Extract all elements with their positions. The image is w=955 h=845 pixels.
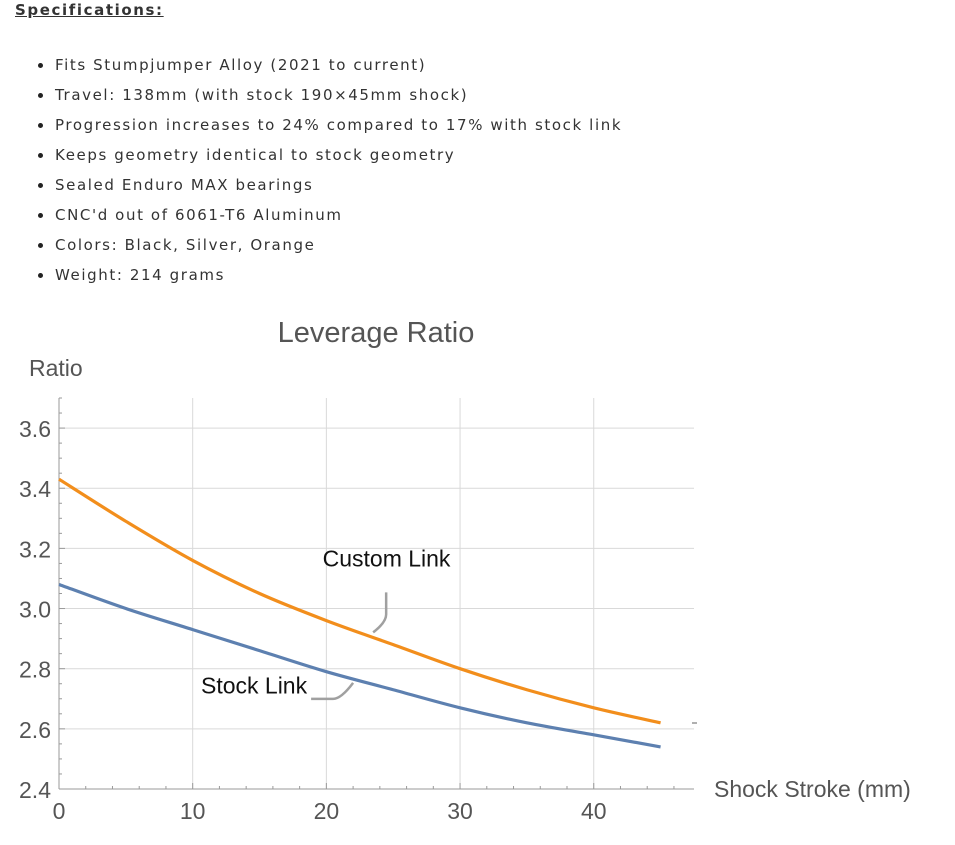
spec-item-label: Keeps geometry identical to stock geomet… bbox=[55, 146, 456, 164]
spec-item-label: CNC'd out of 6061-T6 Aluminum bbox=[55, 206, 343, 224]
chart-title: Leverage Ratio bbox=[278, 317, 475, 349]
callout-label-custom-link: Custom Link bbox=[323, 545, 451, 571]
bullet-icon bbox=[38, 243, 43, 248]
y-tick-label: 2.4 bbox=[19, 777, 51, 803]
series bbox=[58, 477, 661, 749]
y-axis-label: Ratio bbox=[29, 355, 83, 381]
y-tick-label: 2.6 bbox=[19, 717, 51, 743]
spec-item-geometry: Keeps geometry identical to stock geomet… bbox=[38, 144, 622, 174]
x-tick-label: 0 bbox=[53, 798, 66, 824]
spec-item-label: Colors: Black, Silver, Orange bbox=[55, 236, 316, 254]
bullet-icon bbox=[38, 123, 43, 128]
bullet-icon bbox=[38, 153, 43, 158]
spec-item-colors: Colors: Black, Silver, Orange bbox=[38, 234, 622, 264]
callout-leader-stock-link bbox=[311, 682, 355, 701]
chart-svg: Leverage Ratio Ratio Shock Stroke (mm) 2… bbox=[19, 317, 911, 824]
spec-item-fits: Fits Stumpjumper Alloy (2021 to current) bbox=[38, 54, 622, 84]
specifications-list: Fits Stumpjumper Alloy (2021 to current)… bbox=[38, 54, 622, 294]
specifications-heading: Specifications: bbox=[15, 1, 164, 19]
x-axis-label: Shock Stroke (mm) bbox=[714, 776, 911, 802]
x-tick-label: 30 bbox=[447, 798, 473, 824]
spec-item-label: Weight: 214 grams bbox=[55, 266, 225, 284]
spec-item-material: CNC'd out of 6061-T6 Aluminum bbox=[38, 204, 622, 234]
x-tick-label: 20 bbox=[314, 798, 340, 824]
x-tick-label: 40 bbox=[581, 798, 607, 824]
y-tick-label: 3.6 bbox=[19, 416, 51, 442]
annotations: Custom Link Stock Link bbox=[201, 545, 451, 701]
callout-label-stock-link: Stock Link bbox=[201, 673, 308, 699]
callout-leader-custom-link bbox=[372, 592, 388, 634]
bullet-icon bbox=[38, 183, 43, 188]
axes: 2.4 2.6 2.8 3.0 3.2 3.4 3.6 0 10 20 30 40 bbox=[19, 397, 697, 824]
series-line-stock-link bbox=[58, 582, 661, 749]
spec-item-label: Sealed Enduro MAX bearings bbox=[55, 176, 314, 194]
y-tick-label: 3.2 bbox=[19, 536, 51, 562]
y-tick-label: 2.8 bbox=[19, 657, 51, 683]
spec-item-weight: Weight: 214 grams bbox=[38, 264, 622, 294]
leverage-ratio-chart: Leverage Ratio Ratio Shock Stroke (mm) 2… bbox=[0, 300, 955, 841]
spec-item-travel: Travel: 138mm (with stock 190×45mm shock… bbox=[38, 84, 622, 114]
series-line-custom-link bbox=[58, 477, 661, 725]
spec-item-bearings: Sealed Enduro MAX bearings bbox=[38, 174, 622, 204]
y-tick-label: 3.0 bbox=[19, 597, 51, 623]
bullet-icon bbox=[38, 63, 43, 68]
bullet-icon bbox=[38, 273, 43, 278]
bullet-icon bbox=[38, 93, 43, 98]
grid bbox=[59, 398, 694, 789]
spec-item-label: Progression increases to 24% compared to… bbox=[55, 116, 623, 134]
bullet-icon bbox=[38, 213, 43, 218]
y-tick-label: 3.4 bbox=[19, 476, 51, 502]
spec-item-label: Fits Stumpjumper Alloy (2021 to current) bbox=[55, 56, 427, 74]
spec-item-label: Travel: 138mm (with stock 190×45mm shock… bbox=[55, 86, 469, 104]
spec-item-progression: Progression increases to 24% compared to… bbox=[38, 114, 622, 144]
x-tick-label: 10 bbox=[180, 798, 206, 824]
